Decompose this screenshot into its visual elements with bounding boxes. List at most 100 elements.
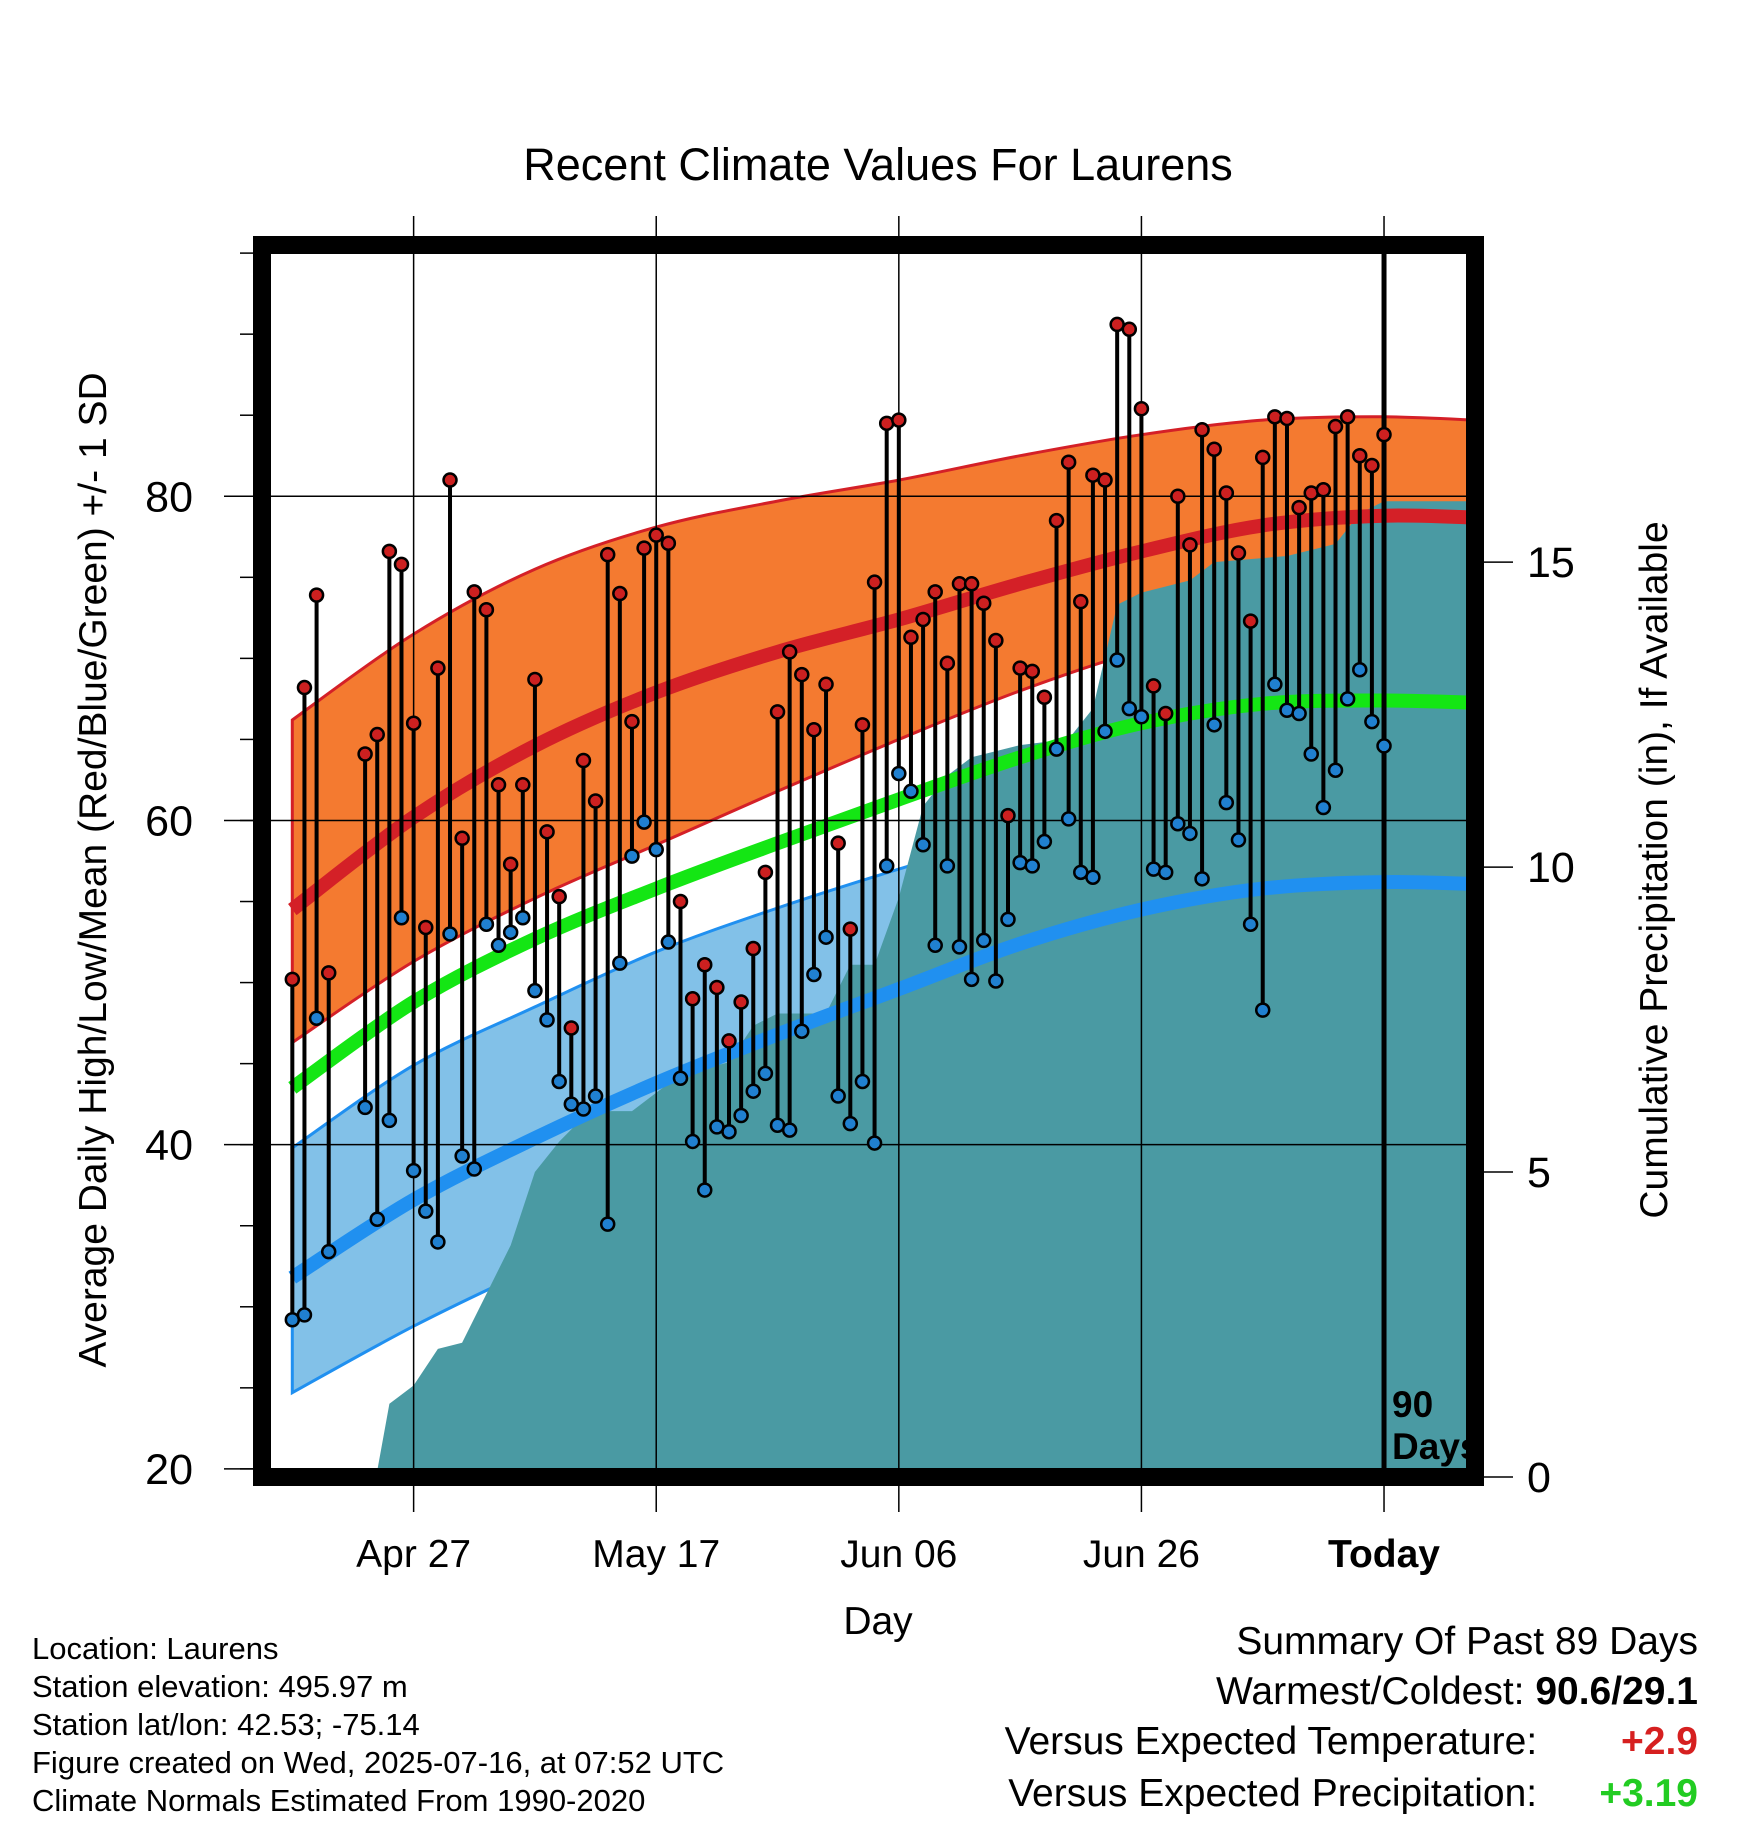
daily-high-point bbox=[527, 671, 543, 688]
daily-low-point bbox=[903, 783, 919, 800]
y2-tick-label: 10 bbox=[1527, 844, 1575, 892]
daily-high-point bbox=[563, 1020, 580, 1036]
daily-low-point bbox=[381, 1112, 398, 1129]
daily-low-point bbox=[818, 929, 834, 945]
daily-low-point bbox=[660, 934, 677, 950]
daily-high-point bbox=[636, 540, 652, 556]
daily-low-point bbox=[696, 1182, 713, 1198]
daily-low-point bbox=[587, 1088, 604, 1104]
x-tick-label: Today bbox=[1328, 1533, 1440, 1576]
daily-high-point bbox=[1352, 447, 1368, 464]
daily-high-point bbox=[1073, 593, 1089, 610]
x-tick-label: Jun 26 bbox=[1083, 1533, 1200, 1576]
daily-high-point bbox=[405, 715, 422, 731]
daily-low-point bbox=[466, 1161, 483, 1177]
daily-high-point bbox=[466, 584, 483, 600]
daily-high-point bbox=[284, 971, 301, 988]
daily-low-point bbox=[1315, 799, 1332, 816]
daily-high-point bbox=[551, 888, 567, 905]
y-tick-label: 40 bbox=[145, 1122, 193, 1170]
daily-high-point bbox=[1000, 807, 1016, 824]
daily-low-point bbox=[1000, 911, 1016, 928]
daily-high-point bbox=[769, 704, 786, 720]
daily-high-point bbox=[745, 940, 762, 957]
daily-low-point bbox=[1339, 691, 1356, 707]
daily-low-point bbox=[806, 966, 822, 983]
daily-low-point bbox=[1364, 713, 1380, 730]
daily-high-point bbox=[1182, 537, 1198, 553]
daily-high-point bbox=[648, 527, 664, 543]
daily-high-point bbox=[1024, 663, 1041, 680]
daily-high-point bbox=[903, 629, 919, 646]
daily-high-point bbox=[1291, 499, 1307, 516]
daily-high-point bbox=[478, 601, 495, 618]
daily-low-point bbox=[1376, 738, 1392, 754]
daily-high-point bbox=[806, 721, 822, 738]
x-tick-label: May 17 bbox=[592, 1533, 720, 1576]
daily-low-point bbox=[551, 1073, 567, 1090]
warmest-coldest-label: Warmest/Coldest: bbox=[1216, 1670, 1525, 1713]
daily-high-point bbox=[696, 956, 713, 973]
daily-high-point bbox=[1036, 689, 1053, 706]
daily-high-point bbox=[442, 472, 458, 488]
daily-high-point bbox=[854, 717, 871, 733]
daily-high-point bbox=[1060, 454, 1077, 470]
daily-high-point bbox=[1218, 485, 1235, 501]
daily-low-point bbox=[636, 814, 652, 830]
daily-high-point bbox=[794, 666, 810, 683]
x-tick-label: Apr 27 bbox=[356, 1533, 471, 1576]
footer-normals: Climate Normals Estimated From 1990-2020 bbox=[32, 1783, 646, 1818]
daily-low-point bbox=[781, 1122, 798, 1138]
daily-high-point bbox=[1339, 409, 1356, 425]
daily-low-point bbox=[1303, 746, 1319, 762]
daily-low-point bbox=[1327, 762, 1344, 778]
daily-low-point bbox=[672, 1070, 689, 1086]
days-label-unit: Days bbox=[1392, 1426, 1480, 1467]
daily-high-point bbox=[369, 726, 385, 743]
daily-high-point bbox=[963, 576, 980, 592]
daily-low-point bbox=[502, 924, 519, 941]
daily-high-point bbox=[599, 546, 616, 563]
daily-low-point bbox=[1182, 825, 1198, 842]
daily-low-point bbox=[296, 1307, 313, 1323]
daily-low-point bbox=[1352, 661, 1368, 678]
daily-high-point bbox=[721, 1033, 737, 1049]
daily-low-point bbox=[963, 971, 980, 988]
daily-low-point bbox=[418, 1203, 434, 1219]
daily-high-point bbox=[1097, 472, 1113, 488]
summary-warmest-coldest: Warmest/Coldest: 90.6/29.1 bbox=[1216, 1670, 1698, 1714]
daily-low-point bbox=[454, 1148, 470, 1164]
warmest-coldest-value: 90.6/29.1 bbox=[1535, 1670, 1698, 1713]
daily-low-point bbox=[1157, 864, 1174, 881]
daily-high-point bbox=[587, 793, 604, 809]
daily-high-point bbox=[539, 824, 555, 840]
daily-low-point bbox=[1242, 916, 1259, 932]
daily-low-point bbox=[1218, 794, 1235, 811]
daily-high-point bbox=[915, 611, 931, 628]
daily-low-point bbox=[1024, 858, 1041, 874]
x-axis-label: Day bbox=[843, 1600, 913, 1643]
plot-frame bbox=[253, 236, 1484, 1486]
daily-high-point bbox=[1364, 457, 1380, 474]
daily-high-point bbox=[842, 921, 859, 937]
daily-low-point bbox=[539, 1012, 555, 1028]
daily-low-point bbox=[842, 1115, 859, 1132]
daily-low-point bbox=[478, 916, 495, 932]
y2-axis-label: Cumulative Precipitation (in), If Availa… bbox=[1633, 521, 1676, 1218]
daily-high-point bbox=[393, 556, 410, 573]
temperature-value: +2.9 bbox=[1621, 1720, 1698, 1763]
daily-low-point bbox=[357, 1099, 373, 1116]
daily-high-point bbox=[1157, 705, 1174, 722]
daily-high-point bbox=[830, 835, 846, 851]
daily-high-point bbox=[454, 830, 470, 847]
daily-high-point bbox=[660, 535, 677, 552]
precipitation-value: +3.19 bbox=[1599, 1772, 1698, 1815]
daily-high-point bbox=[672, 893, 689, 910]
daily-low-point bbox=[393, 909, 410, 926]
y2-tick-label: 0 bbox=[1527, 1454, 1551, 1502]
daily-high-point bbox=[381, 543, 398, 560]
daily-low-point bbox=[1121, 700, 1138, 717]
daily-high-point bbox=[781, 644, 798, 660]
y-axis-label: Average Daily High/Low/Mean (Red/Blue/Gr… bbox=[72, 372, 115, 1367]
daily-low-point bbox=[757, 1065, 774, 1082]
